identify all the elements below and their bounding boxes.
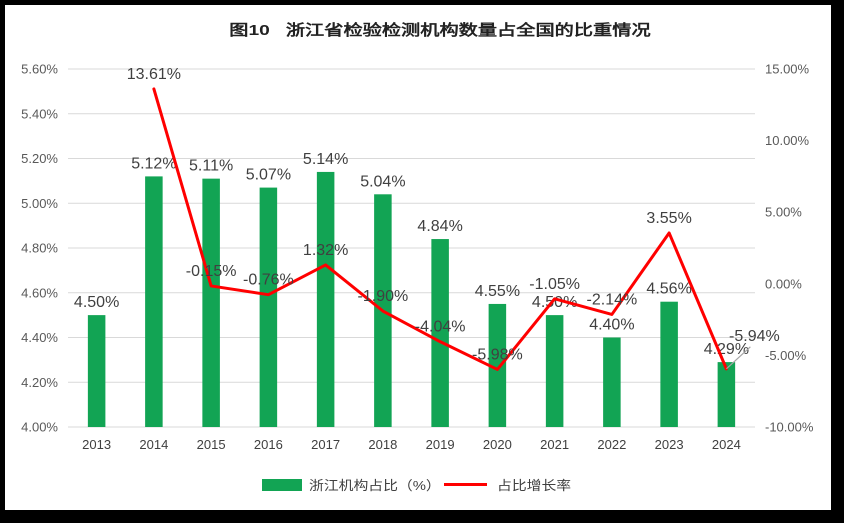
- svg-text:-0.76%: -0.76%: [243, 272, 294, 289]
- svg-text:2023: 2023: [655, 437, 684, 452]
- svg-text:5.11%: 5.11%: [189, 158, 233, 175]
- svg-text:2022: 2022: [597, 437, 626, 452]
- svg-text:15.00%: 15.00%: [765, 62, 810, 77]
- svg-text:-5.00%: -5.00%: [765, 348, 807, 363]
- svg-text:4.56%: 4.56%: [646, 281, 691, 298]
- svg-text:10.00%: 10.00%: [765, 133, 810, 148]
- svg-text:2015: 2015: [197, 437, 226, 452]
- svg-text:2017: 2017: [311, 437, 340, 452]
- svg-text:4.40%: 4.40%: [589, 317, 634, 334]
- svg-text:-4.04%: -4.04%: [415, 319, 466, 336]
- svg-text:4.50%: 4.50%: [74, 294, 119, 311]
- svg-text:4.80%: 4.80%: [21, 241, 58, 256]
- svg-text:2021: 2021: [540, 437, 569, 452]
- svg-text:2024: 2024: [712, 437, 741, 452]
- svg-text:4.60%: 4.60%: [21, 285, 58, 300]
- svg-text:-1.05%: -1.05%: [529, 276, 580, 293]
- svg-text:5.20%: 5.20%: [21, 151, 58, 166]
- svg-text:-10.00%: -10.00%: [765, 420, 814, 435]
- svg-text:4.55%: 4.55%: [475, 283, 520, 300]
- svg-text:3.55%: 3.55%: [646, 210, 691, 227]
- svg-text:5.04%: 5.04%: [360, 173, 405, 190]
- svg-text:4.40%: 4.40%: [21, 330, 58, 345]
- svg-text:2016: 2016: [254, 437, 283, 452]
- svg-text:-0.15%: -0.15%: [186, 263, 237, 280]
- svg-text:2018: 2018: [368, 437, 397, 452]
- svg-text:5.14%: 5.14%: [303, 151, 348, 168]
- svg-text:5.07%: 5.07%: [246, 167, 291, 184]
- svg-text:5.40%: 5.40%: [21, 106, 58, 121]
- svg-text:4.20%: 4.20%: [21, 375, 58, 390]
- svg-text:2019: 2019: [426, 437, 455, 452]
- svg-text:-5.98%: -5.98%: [472, 346, 523, 363]
- svg-text:0.00%: 0.00%: [765, 276, 802, 291]
- svg-text:2014: 2014: [139, 437, 168, 452]
- svg-text:1.32%: 1.32%: [303, 242, 348, 259]
- svg-text:5.60%: 5.60%: [21, 62, 58, 77]
- svg-text:4.00%: 4.00%: [21, 420, 58, 435]
- svg-text:13.61%: 13.61%: [127, 66, 181, 83]
- svg-text:-1.90%: -1.90%: [358, 288, 409, 305]
- svg-text:2013: 2013: [82, 437, 111, 452]
- svg-text:-5.94%: -5.94%: [729, 328, 780, 345]
- svg-text:-2.14%: -2.14%: [587, 291, 638, 308]
- svg-text:5.00%: 5.00%: [765, 205, 802, 220]
- svg-text:2020: 2020: [483, 437, 512, 452]
- svg-text:4.84%: 4.84%: [417, 218, 462, 235]
- svg-text:5.12%: 5.12%: [131, 155, 176, 172]
- svg-text:5.00%: 5.00%: [21, 196, 58, 211]
